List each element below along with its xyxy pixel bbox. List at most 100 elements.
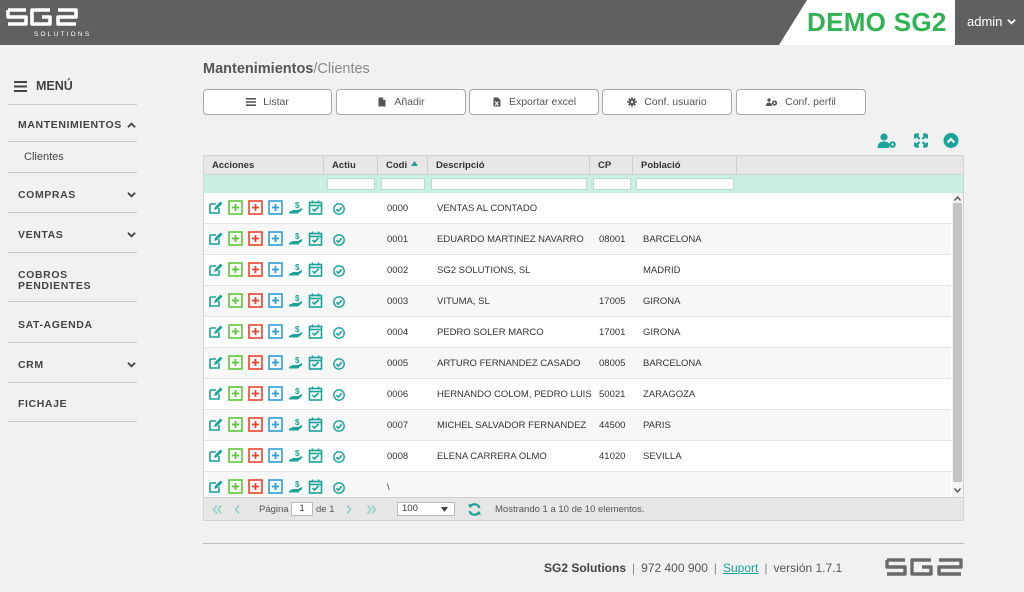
sidebar-item-mantenimientos[interactable]: MANTENIMIENTOS: [18, 119, 122, 131]
calendar-check-icon[interactable]: [308, 386, 323, 401]
chevron-up-icon[interactable]: [127, 121, 136, 130]
add-red-icon[interactable]: [248, 200, 263, 215]
collapse-up-icon[interactable]: [943, 132, 959, 149]
add-blue-icon[interactable]: [268, 262, 283, 277]
vertical-scrollbar[interactable]: [952, 193, 963, 497]
add-green-icon[interactable]: [228, 324, 243, 339]
edit-icon[interactable]: [208, 479, 223, 494]
expand-icon[interactable]: [914, 132, 928, 149]
add-blue-icon[interactable]: [268, 324, 283, 339]
user-settings-icon[interactable]: [877, 132, 897, 149]
chevron-down-icon[interactable]: [127, 190, 136, 199]
column-header-descripcio[interactable]: Descripció: [428, 156, 590, 175]
user-config-button[interactable]: Conf. usuario: [602, 89, 732, 115]
refresh-icon[interactable]: [467, 502, 482, 517]
sidebar-item-compras[interactable]: COMPRAS: [18, 189, 76, 201]
payment-hand-icon[interactable]: $: [288, 231, 303, 246]
first-page-icon[interactable]: [212, 504, 223, 515]
column-header-poblacio[interactable]: Població: [633, 156, 737, 175]
add-red-icon[interactable]: [248, 231, 263, 246]
table-row[interactable]: $0008 ELENA CARRERA OLMO 41020 SEVILLA: [204, 441, 951, 472]
table-row[interactable]: $0003 VITUMA, SL 17005 GIRONA: [204, 286, 951, 317]
add-red-icon[interactable]: [248, 417, 263, 432]
sidebar-subitem-clientes[interactable]: Clientes: [24, 151, 64, 163]
add-green-icon[interactable]: [228, 293, 243, 308]
breadcrumb-main[interactable]: Mantenimientos: [203, 61, 314, 77]
calendar-check-icon[interactable]: [308, 324, 323, 339]
add-blue-icon[interactable]: [268, 293, 283, 308]
filter-codi-input[interactable]: [381, 178, 425, 190]
column-header-codi[interactable]: Codi: [378, 156, 428, 175]
chevron-down-icon[interactable]: [127, 360, 136, 369]
next-page-icon[interactable]: [343, 504, 354, 515]
scrollbar-thumb[interactable]: [953, 203, 962, 482]
filter-descripcio-input[interactable]: [431, 178, 587, 190]
payment-hand-icon[interactable]: $: [288, 417, 303, 432]
add-green-icon[interactable]: [228, 417, 243, 432]
menu-toggle[interactable]: MENÚ: [14, 79, 73, 93]
table-row[interactable]: $0001 EDUARDO MARTINEZ NAVARRO 08001 BARCEL…: [204, 224, 951, 255]
table-row[interactable]: $0000 VENTAS AL CONTADO: [204, 193, 951, 224]
add-green-icon[interactable]: [228, 262, 243, 277]
add-red-icon[interactable]: [248, 324, 263, 339]
calendar-check-icon[interactable]: [308, 448, 323, 463]
edit-icon[interactable]: [208, 293, 223, 308]
sg2-logo[interactable]: SOLUTIONS: [6, 4, 98, 40]
add-blue-icon[interactable]: [268, 355, 283, 370]
add-green-icon[interactable]: [228, 386, 243, 401]
add-red-icon[interactable]: [248, 386, 263, 401]
scroll-up-icon[interactable]: [954, 196, 961, 201]
column-header-actiu[interactable]: Actiu: [324, 156, 378, 175]
add-blue-icon[interactable]: [268, 386, 283, 401]
previous-page-icon[interactable]: [232, 504, 243, 515]
payment-hand-icon[interactable]: $: [288, 479, 303, 494]
calendar-check-icon[interactable]: [308, 355, 323, 370]
table-row[interactable]: $0007 MICHEL SALVADOR FERNANDEZ 44500 PARIS: [204, 410, 951, 441]
edit-icon[interactable]: [208, 448, 223, 463]
profile-config-button[interactable]: Conf. perfil: [736, 89, 866, 115]
payment-hand-icon[interactable]: $: [288, 448, 303, 463]
filter-cp-input[interactable]: [593, 178, 631, 190]
column-header-cp[interactable]: CP: [590, 156, 633, 175]
calendar-check-icon[interactable]: [308, 200, 323, 215]
sidebar-item-crm[interactable]: CRM: [18, 359, 44, 371]
payment-hand-icon[interactable]: $: [288, 293, 303, 308]
add-red-icon[interactable]: [248, 448, 263, 463]
edit-icon[interactable]: [208, 324, 223, 339]
payment-hand-icon[interactable]: $: [288, 262, 303, 277]
edit-icon[interactable]: [208, 200, 223, 215]
table-row[interactable]: $0006 HERNANDO COLOM, PEDRO LUIS 50021 ZARA…: [204, 379, 951, 410]
calendar-check-icon[interactable]: [308, 262, 323, 277]
add-green-icon[interactable]: [228, 355, 243, 370]
add-green-icon[interactable]: [228, 200, 243, 215]
add-blue-icon[interactable]: [268, 200, 283, 215]
last-page-icon[interactable]: [366, 504, 377, 515]
add-blue-icon[interactable]: [268, 448, 283, 463]
add-red-icon[interactable]: [248, 293, 263, 308]
calendar-check-icon[interactable]: [308, 293, 323, 308]
scroll-down-icon[interactable]: [954, 488, 961, 493]
table-row[interactable]: $ \: [204, 472, 951, 497]
add-red-icon[interactable]: [248, 355, 263, 370]
add-button[interactable]: Añadir: [336, 89, 466, 115]
edit-icon[interactable]: [208, 262, 223, 277]
export-excel-button[interactable]: Exportar excel: [469, 89, 599, 115]
edit-icon[interactable]: [208, 355, 223, 370]
add-green-icon[interactable]: [228, 448, 243, 463]
footer-support-link[interactable]: Suport: [723, 561, 759, 575]
payment-hand-icon[interactable]: $: [288, 386, 303, 401]
filter-actiu-input[interactable]: [327, 178, 375, 190]
add-green-icon[interactable]: [228, 479, 243, 494]
edit-icon[interactable]: [208, 386, 223, 401]
list-button[interactable]: Listar: [203, 89, 332, 115]
table-row[interactable]: $0002 SG2 SOLUTIONS, SL MADRID: [204, 255, 951, 286]
add-red-icon[interactable]: [248, 479, 263, 494]
add-green-icon[interactable]: [228, 231, 243, 246]
user-menu[interactable]: admin: [967, 14, 1017, 29]
sidebar-item-sat-agenda[interactable]: SAT-AGENDA: [18, 319, 93, 331]
payment-hand-icon[interactable]: $: [288, 355, 303, 370]
payment-hand-icon[interactable]: $: [288, 200, 303, 215]
calendar-check-icon[interactable]: [308, 417, 323, 432]
page-number-input[interactable]: 1: [291, 502, 313, 516]
sidebar-item-cobros-pendientes[interactable]: COBROS PENDIENTES: [18, 269, 92, 292]
